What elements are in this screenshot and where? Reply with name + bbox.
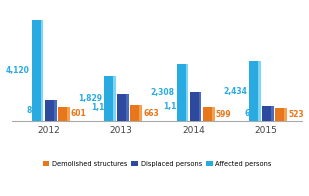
Bar (258, 61, 261, 121)
Bar (113, 76, 116, 121)
Text: 4,120: 4,120 (6, 66, 30, 75)
Bar (275, 108, 286, 121)
Text: 1,103: 1,103 (91, 103, 115, 112)
Text: 523: 523 (288, 111, 304, 119)
Bar (284, 108, 287, 121)
Text: 2,434: 2,434 (223, 87, 247, 96)
Bar (117, 94, 128, 121)
Bar (130, 105, 141, 121)
Bar (104, 76, 115, 121)
Bar (203, 107, 213, 121)
Bar (139, 105, 142, 121)
Bar (176, 64, 187, 121)
Bar (54, 100, 57, 121)
Text: 2,308: 2,308 (150, 88, 175, 97)
Bar (190, 92, 200, 121)
Text: 599: 599 (216, 110, 231, 119)
Bar (45, 100, 55, 121)
Bar (212, 107, 214, 121)
Text: 873: 873 (27, 106, 43, 115)
Bar (58, 107, 68, 121)
Bar (40, 20, 44, 121)
Text: 630: 630 (244, 109, 260, 118)
Bar (262, 106, 273, 121)
Bar (126, 94, 129, 121)
Text: 1,184: 1,184 (164, 102, 188, 111)
Bar (67, 107, 70, 121)
Text: 601: 601 (71, 110, 87, 119)
Legend: Demolished structures, Displaced persons, Affected persons: Demolished structures, Displaced persons… (41, 159, 273, 168)
Bar (32, 20, 42, 121)
Text: 663: 663 (143, 109, 159, 118)
Bar (199, 92, 201, 121)
Bar (271, 106, 274, 121)
Text: 1,829: 1,829 (78, 94, 102, 103)
Bar (249, 61, 260, 121)
Bar (186, 64, 188, 121)
